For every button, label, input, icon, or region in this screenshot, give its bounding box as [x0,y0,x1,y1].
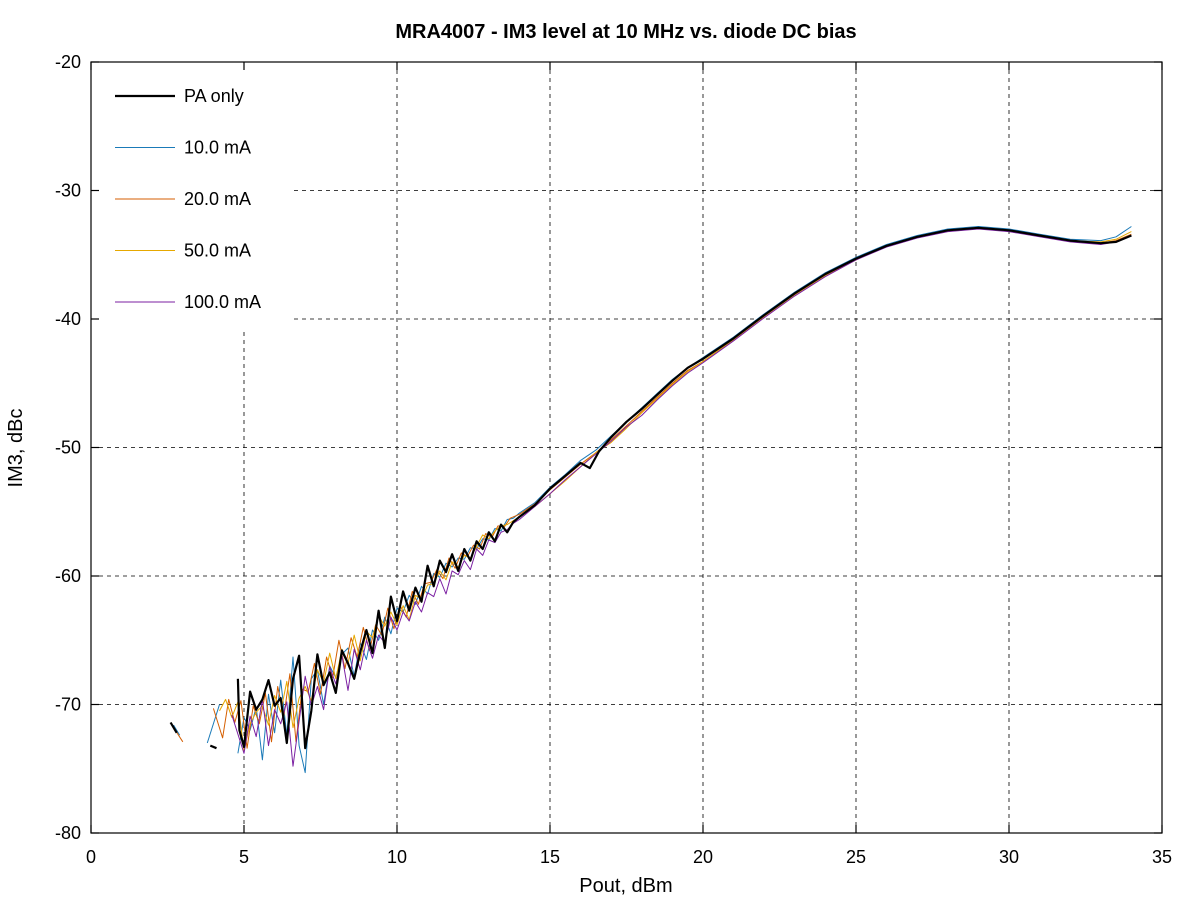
x-tick-label: 30 [999,847,1019,867]
series-line [237,226,1132,774]
series-line [206,704,220,744]
y-tick-label: -50 [55,438,81,458]
x-tick-label: 15 [540,847,560,867]
x-axis-label: Pout, dBm [579,875,672,897]
series-line [169,721,178,734]
legend-label: 100.0 mA [184,292,261,312]
legend-label: 10.0 mA [184,138,251,158]
x-tick-label: 10 [387,847,407,867]
y-tick-label: -40 [55,309,81,329]
y-tick-label: -60 [55,566,81,586]
chart-title: MRA4007 - IM3 level at 10 MHz vs. diode … [395,21,856,43]
x-tick-label: 35 [1152,847,1172,867]
y-tick-label: -70 [55,695,81,715]
x-tick-label: 0 [86,847,96,867]
axis-ticks: 0 5 10 15 20 25 30 35 -20 -30 -40 -50 -60 -70 -80 [55,52,1172,867]
legend-label: 50.0 mA [184,241,251,261]
legend: PA only 10.0 mA 20.0 mA 50.0 mA 100.0 mA [115,86,261,312]
x-tick-label: 25 [846,847,866,867]
y-tick-label: -30 [55,181,81,201]
y-axis-label: IM3, dBc [5,409,27,488]
series-line [209,744,217,750]
x-tick-label: 5 [239,847,249,867]
series-line [236,226,1132,750]
legend-label: 20.0 mA [184,189,251,209]
grid [91,62,1162,833]
series-line [173,724,181,736]
series-line [231,228,1132,767]
y-tick-label: -20 [55,52,81,72]
x-tick-label: 20 [693,847,713,867]
plot-area [169,226,1132,774]
legend-label: PA only [184,86,244,106]
y-tick-label: -80 [55,823,81,843]
